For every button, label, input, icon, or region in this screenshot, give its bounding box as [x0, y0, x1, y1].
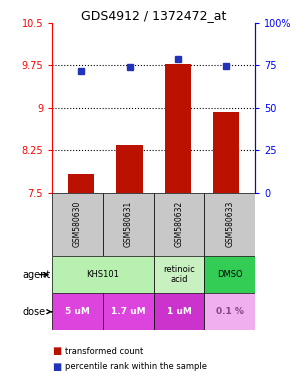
Text: ■: ■: [52, 362, 61, 372]
Text: GSM580633: GSM580633: [225, 201, 234, 248]
Text: DMSO: DMSO: [217, 270, 243, 279]
Bar: [204, 192, 255, 256]
Text: GSM580631: GSM580631: [124, 201, 133, 247]
Bar: [154, 192, 204, 256]
Text: percentile rank within the sample: percentile rank within the sample: [65, 362, 207, 371]
Text: transformed count: transformed count: [65, 347, 144, 356]
Text: retinoic
acid: retinoic acid: [163, 265, 195, 284]
Text: GSM580632: GSM580632: [175, 201, 184, 247]
Bar: [52, 256, 154, 293]
Text: 0.1 %: 0.1 %: [216, 307, 244, 316]
Text: KHS101: KHS101: [86, 270, 119, 279]
Bar: [165, 64, 191, 192]
Text: 1 uM: 1 uM: [167, 307, 191, 316]
Text: 5 uM: 5 uM: [65, 307, 90, 316]
Text: dose: dose: [23, 307, 52, 317]
Bar: [204, 256, 255, 293]
Bar: [68, 174, 95, 192]
Bar: [213, 112, 240, 192]
Title: GDS4912 / 1372472_at: GDS4912 / 1372472_at: [81, 9, 226, 22]
Bar: [103, 192, 154, 256]
Bar: [154, 256, 204, 293]
Bar: [116, 144, 143, 192]
Bar: [103, 293, 154, 330]
Text: ■: ■: [52, 346, 61, 356]
Text: GSM580630: GSM580630: [73, 201, 82, 248]
Bar: [204, 293, 255, 330]
Bar: [154, 293, 204, 330]
Bar: [52, 293, 103, 330]
Bar: [52, 192, 103, 256]
Text: agent: agent: [23, 270, 51, 280]
Text: 1.7 uM: 1.7 uM: [111, 307, 146, 316]
